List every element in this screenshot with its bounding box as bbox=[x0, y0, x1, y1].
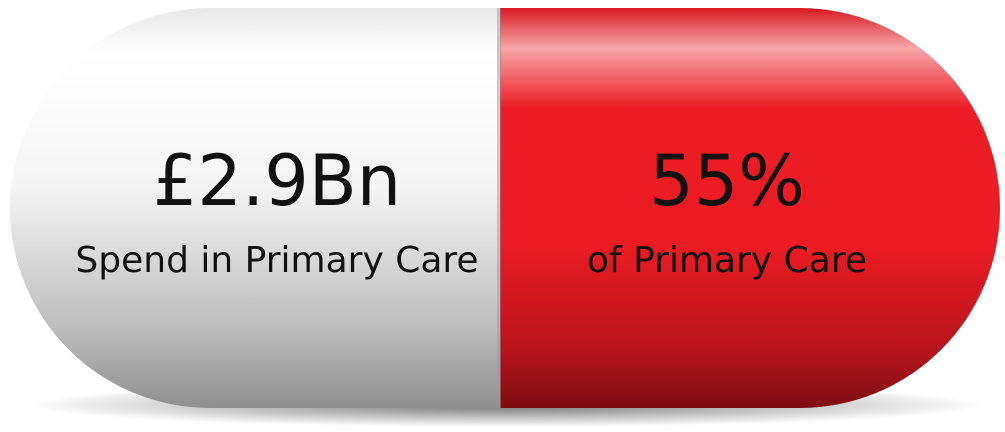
right-value: 55% bbox=[649, 140, 805, 222]
pill-seam bbox=[497, 8, 501, 408]
pill-right bbox=[500, 8, 1000, 408]
left-value: £2.9Bn bbox=[153, 140, 401, 222]
right-label: of Primary Care bbox=[587, 240, 867, 281]
pill-left bbox=[10, 8, 500, 408]
pill bbox=[10, 8, 1000, 408]
left-label: Spend in Primary Care bbox=[75, 240, 478, 281]
